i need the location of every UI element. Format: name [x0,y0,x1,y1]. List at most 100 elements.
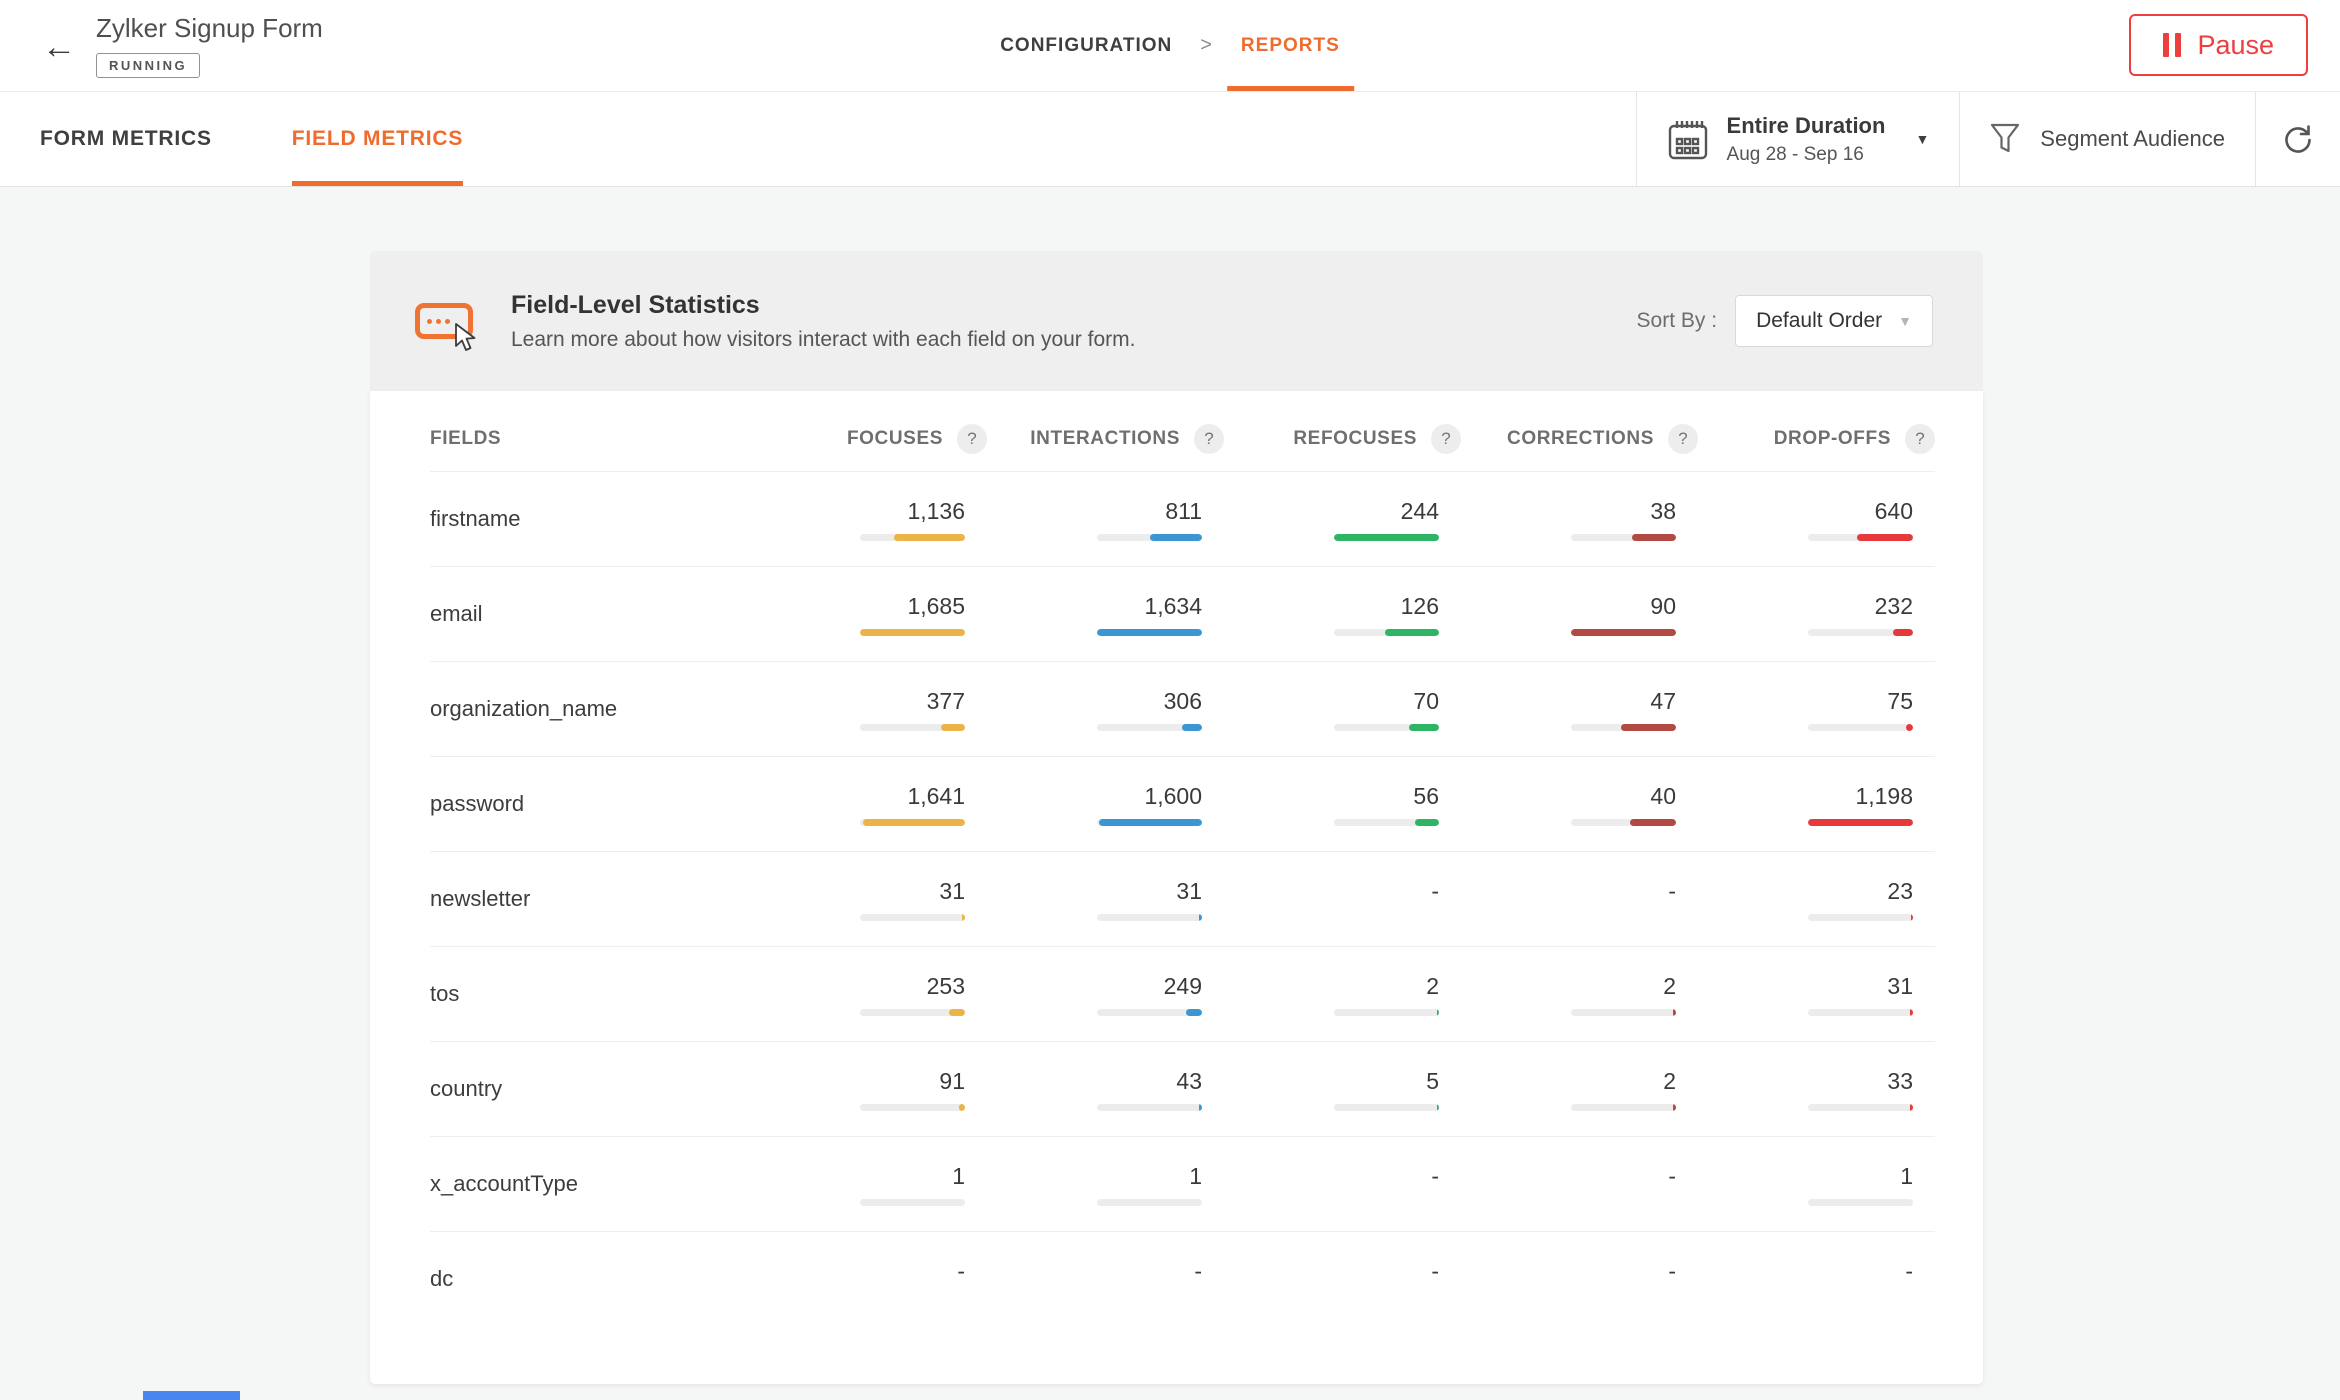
metric-value: 56 [1413,782,1439,809]
calendar-icon [1668,121,1707,160]
metric-value: 1,600 [1144,782,1202,809]
cell-interactions: - [987,1258,1224,1301]
help-icon-corrections[interactable]: ? [1668,424,1698,454]
metric-value: 1,685 [907,592,965,619]
metric-bar [860,533,965,541]
cell-refocuses: - [1224,878,1461,921]
sort-by-label: Sort By : [1636,309,1718,332]
metric-value: 640 [1874,497,1913,524]
segment-audience-button[interactable]: Segment Audience [1959,92,2255,186]
help-icon-interactions[interactable]: ? [1194,424,1224,454]
metric-bar [1571,723,1676,731]
metric-bar [1097,533,1202,541]
cell-refocuses: 244 [1224,498,1461,541]
pause-button[interactable]: Pause [2129,14,2308,76]
breadcrumb-reports[interactable]: REPORTS [1226,0,1354,91]
cell-corrections: - [1461,1163,1698,1206]
refresh-button[interactable] [2255,92,2340,186]
metric-value: 1,198 [1855,782,1913,809]
cell-interactions: 249 [987,973,1224,1016]
metric-bar [1097,628,1202,636]
form-field-icon [415,303,481,351]
metric-value: - [1431,877,1439,904]
date-range-value: Aug 28 - Sep 16 [1726,143,1864,165]
metric-value: 31 [1176,877,1202,904]
cell-refocuses: 56 [1224,783,1461,826]
help-icon-drop-offs[interactable]: ? [1905,424,1935,454]
metric-value: 244 [1400,497,1439,524]
metric-value: 1,641 [907,782,965,809]
chevron-down-icon: ▼ [1898,313,1912,329]
field-level-statistics-card: Field-Level Statistics Learn more about … [370,251,1983,1384]
segment-audience-label: Segment Audience [2040,126,2225,151]
metric-value: 253 [926,972,965,999]
metric-value: 2 [1426,972,1439,999]
field-name: x_accountType [430,1171,578,1196]
metric-bar [860,1008,965,1016]
metric-value: 38 [1650,497,1676,524]
sort-order-dropdown[interactable]: Default Order ▼ [1735,295,1933,347]
help-icon-refocuses[interactable]: ? [1431,424,1461,454]
pause-label: Pause [2197,29,2274,60]
cell-corrections: 90 [1461,593,1698,636]
metric-bar [860,818,965,826]
cell-focuses: 1,685 [750,593,987,636]
metric-bar [1097,1103,1202,1111]
table-row: country 91 43 5 2 33 [430,1041,1935,1136]
cell-focuses: 31 [750,878,987,921]
cell-corrections: - [1461,878,1698,921]
back-arrow-icon[interactable]: ← [42,27,76,66]
metric-value: 90 [1650,592,1676,619]
metric-value: 126 [1400,592,1439,619]
cell-refocuses: - [1224,1163,1461,1206]
metric-value: - [1905,1257,1913,1284]
cell-corrections: - [1461,1258,1698,1301]
metric-value: 70 [1413,687,1439,714]
cursor-icon [455,323,476,351]
cell-focuses: 253 [750,973,987,1016]
cell-corrections: 47 [1461,688,1698,731]
metric-bar [1808,628,1913,636]
breadcrumb: CONFIGURATION > REPORTS [1000,0,1354,91]
chevron-down-icon: ▼ [1915,131,1930,147]
metric-bar [1571,818,1676,826]
metric-bar [860,723,965,731]
pause-icon [2163,33,2182,57]
cell-corrections: 2 [1461,1068,1698,1111]
metric-bar [860,1198,965,1206]
filter-funnel-icon [1991,123,2020,153]
breadcrumb-configuration[interactable]: CONFIGURATION [1000,34,1173,56]
cell-drop-offs: 1,198 [1698,783,1935,826]
field-name: password [430,791,525,816]
metric-bar [1808,723,1913,731]
field-name: tos [430,981,460,1006]
date-range-picker[interactable]: Entire Duration Aug 28 - Sep 16 ▼ [1635,92,1960,186]
cell-corrections: 38 [1461,498,1698,541]
tab-field-metrics[interactable]: FIELD METRICS [291,92,464,186]
app-header: ← Zylker Signup Form RUNNING CONFIGURATI… [0,0,2340,92]
title-block: ← Zylker Signup Form RUNNING [0,13,323,78]
metric-value: 811 [1165,497,1202,524]
help-icon-focuses[interactable]: ? [957,424,987,454]
cell-interactions: 1 [987,1163,1224,1206]
table-body: firstname 1,136 811 244 38 640 email 1,6… [430,471,1935,1326]
cell-drop-offs: 1 [1698,1163,1935,1206]
tab-form-metrics[interactable]: FORM METRICS [40,127,212,150]
horizontal-scrollbar-thumb[interactable] [143,1391,240,1400]
metric-value: - [1431,1162,1439,1189]
table-row: x_accountType 1 1 - - 1 [430,1136,1935,1231]
metric-value: 33 [1887,1067,1913,1094]
metric-bar [860,628,965,636]
metric-value: 23 [1887,877,1913,904]
date-range-title: Entire Duration [1726,112,1886,138]
metric-bar [1334,1103,1439,1111]
cell-focuses: 91 [750,1068,987,1111]
metric-bar [1808,1008,1913,1016]
field-name: country [430,1076,503,1101]
field-name: organization_name [430,696,618,721]
table-row: email 1,685 1,634 126 90 232 [430,566,1935,661]
metric-bar [1571,1103,1676,1111]
metric-value: 43 [1176,1067,1202,1094]
metric-bar [1808,913,1913,921]
metric-value: - [1431,1257,1439,1284]
